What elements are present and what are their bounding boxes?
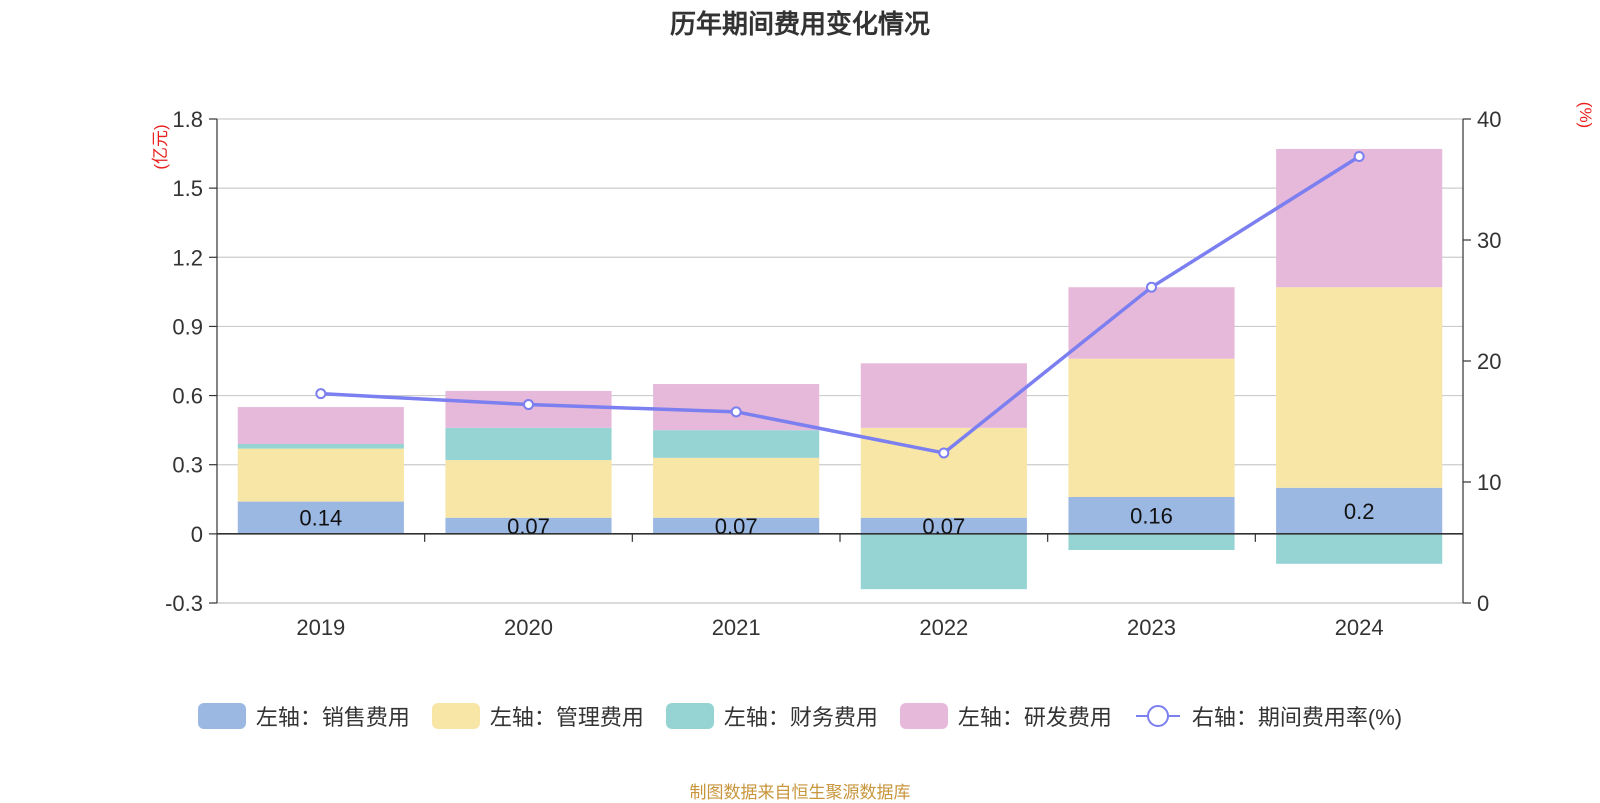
bar-segment <box>1068 287 1235 359</box>
x-axis-tick-label: 2019 <box>296 615 345 640</box>
legend-label: 左轴：管理费用 <box>489 705 644 730</box>
bar-segment <box>237 407 404 444</box>
right-axis-tick-label: 30 <box>1477 228 1501 253</box>
x-axis-tick-label: 2020 <box>504 615 553 640</box>
rate-point <box>1146 281 1157 293</box>
bar-segment <box>860 533 1027 590</box>
legend-item[interactable]: 右轴：期间费用率(%) <box>1134 700 1402 732</box>
right-axis-tick-label: 0 <box>1477 591 1489 616</box>
bar-segment <box>653 517 820 534</box>
bar-segment <box>445 517 612 534</box>
left-axis-unit: (亿元) <box>151 124 170 169</box>
bar-segment <box>653 430 820 458</box>
bar-segment <box>445 427 612 461</box>
bar-segment <box>445 460 612 518</box>
bar-segment <box>1276 487 1443 534</box>
left-axis-tick-label: 1.2 <box>172 245 203 270</box>
legend-label: 左轴：财务费用 <box>723 705 878 730</box>
x-axis-tick-label: 2023 <box>1127 615 1176 640</box>
left-axis-tick-label: -0.3 <box>165 591 203 616</box>
bar-segment <box>860 363 1027 428</box>
legend-label: 左轴：研发费用 <box>957 705 1112 730</box>
rate-line <box>320 155 1361 455</box>
legend-label: 左轴：销售费用 <box>255 705 410 730</box>
legend-swatch <box>899 703 948 729</box>
bar-data-label: 0.2 <box>1344 499 1375 524</box>
legend-swatch <box>665 703 714 729</box>
legend-item[interactable]: 左轴：财务费用 <box>665 700 878 732</box>
rate-point <box>315 388 327 400</box>
chart-title: 历年期间费用变化情况 <box>669 9 930 39</box>
left-axis-tick-label: 0 <box>191 522 203 547</box>
legend-label: 右轴：期间费用率(%) <box>1191 705 1403 730</box>
legend-swatch <box>197 703 246 729</box>
left-axis-tick-label: 1.8 <box>172 107 203 132</box>
right-axis-tick-label: 20 <box>1477 349 1501 374</box>
chart-legend: 左轴：销售费用 左轴：管理费用 左轴：财务费用 左轴：研发费用 右轴：期间费用率(%) <box>0 700 1600 732</box>
right-axis-tick-label: 10 <box>1477 470 1501 495</box>
rate-point <box>938 447 950 459</box>
bar-data-label: 0.07 <box>715 514 758 539</box>
bar-segment <box>1068 533 1235 550</box>
x-axis-tick-label: 2021 <box>712 615 761 640</box>
right-axis-unit: (%) <box>1576 102 1595 128</box>
legend-line-marker-icon <box>1135 705 1180 727</box>
rate-point <box>1353 151 1365 163</box>
rate-point <box>730 406 742 418</box>
bar-segment <box>237 443 404 449</box>
bar-segment <box>1276 287 1443 488</box>
legend-item[interactable]: 左轴：管理费用 <box>431 700 644 732</box>
bar-segment <box>237 501 404 534</box>
rate-point <box>523 399 534 411</box>
data-source-footer: 制图数据来自恒生聚源数据库 <box>689 783 911 802</box>
right-axis-tick-label: 40 <box>1477 107 1501 132</box>
left-axis-tick-label: 0.3 <box>172 453 203 478</box>
bar-segment <box>1276 533 1443 564</box>
x-axis-tick-label: 2022 <box>919 615 968 640</box>
legend-item[interactable]: 左轴：销售费用 <box>197 700 410 732</box>
legend-item[interactable]: 左轴：研发费用 <box>899 700 1112 732</box>
bar-data-label: 0.14 <box>299 506 342 531</box>
left-axis-tick-label: 1.5 <box>172 176 203 201</box>
legend-swatch <box>431 703 480 729</box>
bar-data-label: 0.07 <box>507 514 550 539</box>
x-axis-tick-label: 2024 <box>1335 615 1384 640</box>
bar-data-label: 0.16 <box>1130 503 1173 528</box>
left-axis-tick-label: 0.9 <box>172 314 203 339</box>
bar-segment <box>1276 148 1443 288</box>
bar-segment <box>860 517 1027 534</box>
bar-data-label: 0.07 <box>922 514 965 539</box>
bar-segment <box>1068 496 1235 534</box>
left-axis-tick-label: 0.6 <box>172 384 203 409</box>
bar-segment <box>653 457 820 518</box>
bar-segment <box>237 448 404 502</box>
bar-segment <box>1068 358 1235 497</box>
